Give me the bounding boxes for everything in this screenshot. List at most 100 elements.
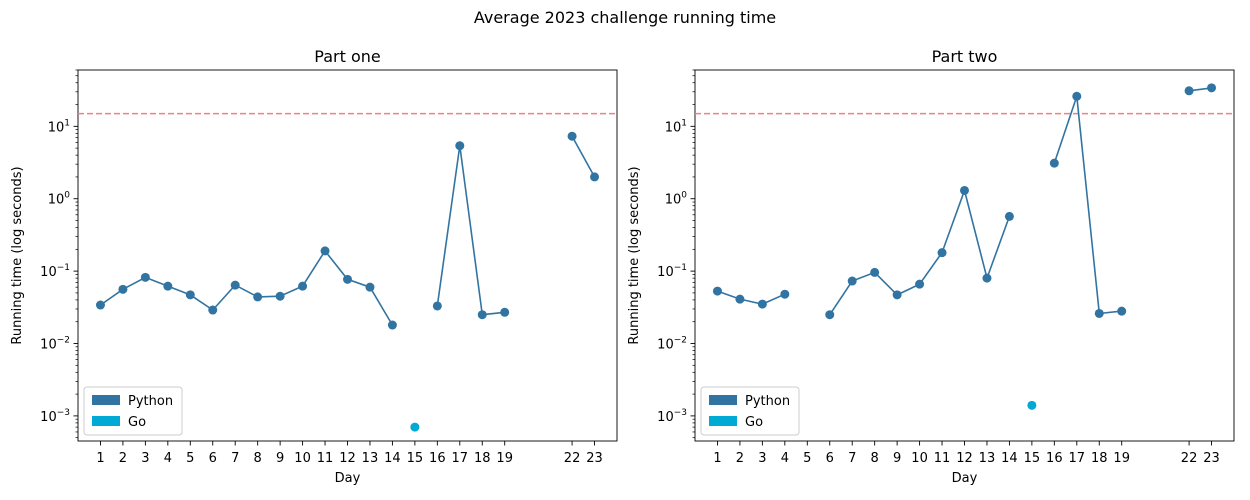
panel-1-python-point-day-18 [477, 310, 487, 320]
panel-2-python-point-day-10 [915, 279, 925, 289]
panel-1-x-tick-label: 18 [474, 451, 491, 466]
panel-2-x-tick-label: 6 [826, 451, 834, 466]
panel-1-python-point-day-11 [320, 246, 330, 256]
panel-2-x-tick-label: 8 [871, 451, 879, 466]
panel-2-axes-frame [694, 69, 1235, 442]
panel-2-x-tick-label: 18 [1091, 451, 1108, 466]
panel-2-python-point-day-3 [757, 299, 767, 309]
panel-1-python-point-day-1 [95, 300, 105, 310]
panel-1-legend-label-go: Go [128, 415, 146, 430]
panel-2-python-line [829, 187, 1011, 316]
panel-2-x-tick-label: 19 [1113, 451, 1130, 466]
panel-2-x-tick-label: 13 [979, 451, 996, 466]
panel-1-x-tick-label: 7 [231, 451, 239, 466]
panel-2-python-point-day-12 [960, 185, 969, 195]
panel-1-y-tick-label: 10−3 [40, 408, 70, 425]
panel-2-x-tick-label: 5 [803, 451, 811, 466]
panel-1-y-tick-label: 100 [48, 191, 71, 208]
panel-1-title: Part one [314, 47, 380, 66]
panel-1-x-tick-label: 2 [119, 451, 127, 466]
panel-1-python-point-day-19 [500, 307, 510, 317]
panel-1-x-tick-label: 1 [96, 451, 104, 466]
panel-1-python-point-day-7 [230, 280, 240, 290]
panel-1-x-tick-label: 12 [339, 451, 356, 466]
panel-2-x-tick-label: 3 [758, 451, 766, 466]
panel-1-python-point-day-13 [365, 282, 375, 292]
panel-2-y-tick-label: 10−1 [657, 263, 687, 280]
panel-1-python-line [571, 135, 596, 178]
panel-2-x-axis-label: Day [952, 471, 978, 486]
panel-2-x-tick-label: 11 [934, 451, 951, 466]
panel-1-legend-swatch-go [92, 416, 120, 426]
panel-1-x-tick-label: 4 [164, 451, 172, 466]
panel-1-x-tick-label: 16 [429, 451, 446, 466]
panel-1-python-point-day-3 [140, 272, 150, 282]
panel-2-python-point-day-6 [825, 310, 835, 320]
panel-2-python-line [1053, 96, 1122, 315]
panel-1-x-tick-label: 19 [496, 451, 513, 466]
panel-2-python-point-day-11 [937, 248, 947, 258]
figure-title: Average 2023 challenge running time [473, 8, 777, 27]
panel-2-python-point-day-7 [847, 276, 857, 286]
panel-2-legend-swatch-go [709, 416, 737, 426]
panel-2-y-tick-label: 10−3 [657, 408, 687, 425]
panel-1-x-tick-label: 23 [586, 451, 603, 466]
panel-2-x-tick-label: 14 [1001, 451, 1018, 466]
panel-2-y-tick-label: 10−2 [657, 336, 687, 353]
panel-2-x-tick-label: 22 [1181, 451, 1198, 466]
panel-2-x-tick-label: 1 [713, 451, 721, 466]
panel-2-go-point-day-15 [1027, 400, 1037, 410]
panel-2-python-point-day-19 [1117, 306, 1127, 316]
panel-1-x-tick-label: 14 [384, 451, 401, 466]
panel-1-python-point-day-23 [590, 172, 600, 182]
panel-2-python-point-day-13 [982, 273, 992, 283]
panel-2-x-tick-label: 10 [911, 451, 928, 466]
panel-1-python-point-day-12 [343, 274, 352, 284]
panel-2-legend-swatch-python [709, 395, 737, 405]
panel-2-python-point-day-16 [1049, 158, 1059, 168]
panel-1-python-point-day-2 [118, 284, 128, 294]
panel-1-python-point-day-4 [163, 281, 173, 291]
panel-1-x-tick-label: 5 [186, 451, 194, 466]
panel-1-y-tick-label: 10−2 [40, 336, 70, 353]
panel-2-legend-label-python: Python [745, 394, 790, 409]
panel-2-python-point-day-18 [1094, 308, 1104, 318]
panel-2-x-tick-label: 2 [736, 451, 744, 466]
panel-1-x-tick-label: 8 [254, 451, 262, 466]
panel-2-python-point-day-1 [712, 286, 722, 296]
panel-1-y-tick-label: 101 [48, 118, 70, 135]
panel-1-python-point-day-9 [275, 291, 285, 301]
panel-1-x-tick-label: 6 [209, 451, 217, 466]
panel-2-y-tick-label: 100 [665, 191, 688, 208]
panel-2-title: Part two [932, 47, 998, 66]
panel-1-python-point-day-22 [567, 131, 577, 141]
panel-2-legend-label-go: Go [745, 415, 763, 430]
panel-2-python-point-day-9 [892, 290, 902, 300]
panel-2-x-tick-label: 12 [956, 451, 973, 466]
panel-1-x-tick-label: 11 [317, 451, 334, 466]
panel-2-python-point-day-23 [1207, 83, 1217, 93]
panel-2-x-tick-label: 15 [1024, 451, 1041, 466]
panel-1-axes-frame [77, 69, 618, 442]
panel-2-x-tick-label: 17 [1069, 451, 1086, 466]
panel-2-x-tick-label: 7 [848, 451, 856, 466]
panel-2-python-point-day-8 [870, 267, 880, 277]
panel-1-python-line [100, 249, 394, 326]
panel-1-python-point-day-5 [185, 290, 195, 300]
panel-1-python-point-day-17 [455, 141, 465, 151]
panel-1-x-tick-label: 3 [141, 451, 149, 466]
panel-1-python-point-day-14 [387, 320, 397, 330]
panel-2-python-point-day-22 [1184, 86, 1194, 96]
panel-1-python-point-day-10 [298, 281, 308, 291]
panel-1-y-tick-label: 10−1 [40, 263, 70, 280]
panel-2-python-point-day-17 [1072, 91, 1082, 101]
panel-1-legend-label-python: Python [128, 394, 173, 409]
panel-1-legend-swatch-python [92, 395, 120, 405]
panel-1-x-tick-label: 17 [452, 451, 469, 466]
panel-1-python-line [436, 145, 505, 316]
panel-2-python-point-day-2 [735, 294, 745, 304]
panel-1-x-tick-label: 22 [564, 451, 581, 466]
